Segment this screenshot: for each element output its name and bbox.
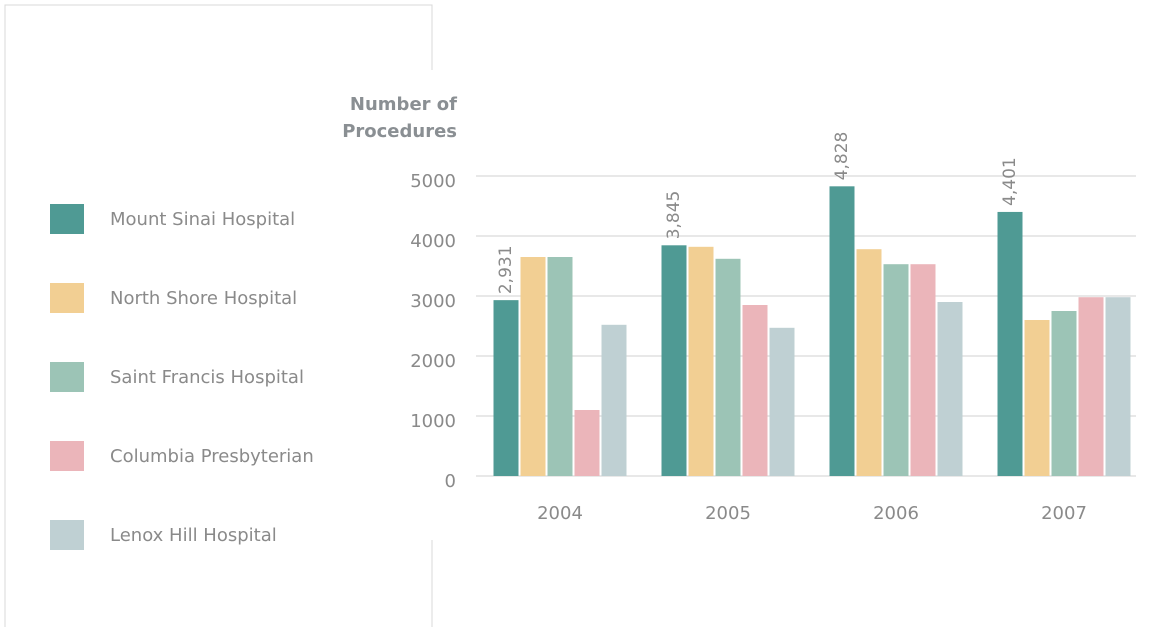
bar <box>910 264 936 476</box>
legend-swatch <box>50 520 84 550</box>
bar <box>493 300 519 476</box>
data-label: 3,845 <box>664 191 684 240</box>
bar <box>520 257 546 476</box>
bar <box>688 246 714 476</box>
y-tick-label: 0 <box>445 471 456 492</box>
bar <box>1024 320 1050 476</box>
bar <box>547 257 573 476</box>
data-label: 4,401 <box>1000 157 1020 206</box>
bar <box>1105 297 1131 476</box>
bar <box>937 302 963 476</box>
y-axis-label: Number of <box>350 94 457 115</box>
bar <box>769 327 795 476</box>
legend-swatch <box>50 283 84 313</box>
bar <box>883 264 909 476</box>
data-label: 4,828 <box>832 132 852 181</box>
x-tick-label: 2006 <box>873 503 919 524</box>
bar <box>661 245 687 476</box>
bar <box>856 249 882 476</box>
panel-frame <box>4 4 433 627</box>
legend-swatch <box>50 204 84 234</box>
x-tick-label: 2005 <box>705 503 751 524</box>
legend-swatch <box>50 362 84 392</box>
data-label: 2,931 <box>496 245 516 294</box>
legend-label: Columbia Presbyterian <box>110 446 314 467</box>
y-tick-label: 4000 <box>410 231 456 252</box>
bar <box>829 186 855 476</box>
y-tick-label: 3000 <box>410 291 456 312</box>
x-tick-label: 2004 <box>537 503 583 524</box>
y-axis-label: Procedures <box>342 121 457 142</box>
y-tick-label: 2000 <box>410 351 456 372</box>
legend-swatch <box>50 441 84 471</box>
bar <box>601 324 627 476</box>
bar <box>742 305 768 476</box>
legend-label: Lenox Hill Hospital <box>110 525 277 546</box>
legend-label: Saint Francis Hospital <box>110 367 304 388</box>
legend-label: Mount Sinai Hospital <box>110 209 295 230</box>
x-tick-label: 2007 <box>1041 503 1087 524</box>
bar <box>997 211 1023 476</box>
bar <box>715 258 741 476</box>
y-tick-label: 1000 <box>410 411 456 432</box>
bar <box>574 410 600 476</box>
bar <box>1078 297 1104 476</box>
bar <box>1051 311 1077 476</box>
legend-label: North Shore Hospital <box>110 288 297 309</box>
y-tick-label: 5000 <box>410 171 456 192</box>
